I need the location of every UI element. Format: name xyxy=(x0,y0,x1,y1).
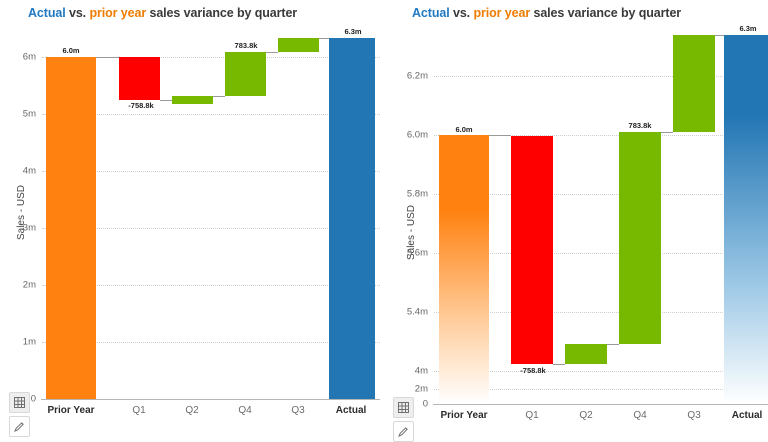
x-axis-label-prior-year: Prior Year xyxy=(47,405,95,416)
gridline xyxy=(434,194,768,195)
y-axis-tick: 5.6m xyxy=(406,247,428,259)
y-axis-tick: 4m xyxy=(22,165,36,177)
right-plot-area: 6.2m 6.0m 5.8m 5.6m 5.4m 4m 2m 0 6.0 xyxy=(384,0,768,440)
table-view-toggle[interactable] xyxy=(9,392,30,413)
y-axis-tick: 6.0m xyxy=(406,129,428,141)
right-chart-panel: Actual vs. prior year sales variance by … xyxy=(384,0,768,442)
gridline xyxy=(434,371,768,372)
left-plot-area: 6m 5m 4m 3m 2m 1m 0 6.0m -758.8k xyxy=(0,0,384,440)
x-axis-label-prior-year: Prior Year xyxy=(440,410,488,421)
gridline xyxy=(42,171,380,172)
x-axis-baseline xyxy=(41,399,380,400)
x-axis-label-q3: Q3 xyxy=(291,405,305,416)
bar-q3[interactable] xyxy=(673,35,715,132)
gridline xyxy=(434,389,768,390)
bar-q2[interactable] xyxy=(172,96,213,104)
x-axis-label-actual: Actual xyxy=(731,410,763,421)
title-segment-vs: vs. xyxy=(449,6,474,20)
x-axis-label-q1: Q1 xyxy=(525,410,539,421)
title-segment-prior-year: prior year xyxy=(473,6,531,20)
y-axis-tick: 0 xyxy=(30,393,36,405)
title-segment-rest: sales variance by quarter xyxy=(146,6,298,20)
y-axis-tick: 1m xyxy=(22,336,36,348)
title-segment-actual: Actual xyxy=(28,6,66,20)
waterfall-connector xyxy=(319,38,329,39)
data-label-q1: -758.8k xyxy=(128,101,154,110)
y-axis-tick: 3m xyxy=(22,222,36,234)
left-chart-controls xyxy=(9,392,30,437)
x-axis-label-q2: Q2 xyxy=(579,410,593,421)
gridline xyxy=(42,57,380,58)
waterfall-connector xyxy=(160,100,172,101)
right-chart-title: Actual vs. prior year sales variance by … xyxy=(412,6,681,20)
title-segment-vs: vs. xyxy=(65,6,90,20)
pencil-icon xyxy=(398,426,409,437)
bar-actual[interactable] xyxy=(329,38,375,399)
bar-prior-year[interactable] xyxy=(46,57,96,399)
grid-icon xyxy=(14,397,25,408)
data-label-actual: 6.3m xyxy=(344,27,362,36)
pencil-icon xyxy=(14,421,25,432)
title-segment-prior-year: prior year xyxy=(89,6,147,20)
data-label-prior-year: 6.0m xyxy=(62,46,80,55)
title-segment-rest: sales variance by quarter xyxy=(530,6,682,20)
data-label-q4: 783.8k xyxy=(628,121,652,130)
gridline xyxy=(434,76,768,77)
x-axis-label-q4: Q4 xyxy=(633,410,647,421)
x-axis-label-actual: Actual xyxy=(335,405,367,416)
edit-toggle[interactable] xyxy=(9,416,30,437)
waterfall-connector xyxy=(715,35,724,36)
gridline xyxy=(42,342,380,343)
x-axis-label-q2: Q2 xyxy=(185,405,199,416)
data-label-q4: 783.8k xyxy=(234,41,258,50)
waterfall-connector xyxy=(213,96,225,97)
bar-prior-year[interactable] xyxy=(439,135,489,404)
y-axis-tick: 5.8m xyxy=(406,188,428,200)
waterfall-connector xyxy=(607,344,619,345)
y-axis-tick: 2m xyxy=(22,279,36,291)
bar-q3[interactable] xyxy=(278,38,319,52)
grid-icon xyxy=(398,402,409,413)
x-axis-baseline xyxy=(433,404,768,405)
bar-actual[interactable] xyxy=(724,35,768,404)
x-axis-label-q3: Q3 xyxy=(687,410,701,421)
edit-toggle[interactable] xyxy=(393,421,414,442)
waterfall-connector xyxy=(489,135,511,136)
y-axis-tick: 4m xyxy=(414,365,428,377)
y-axis-tick: 5.4m xyxy=(406,306,428,318)
left-chart-title: Actual vs. prior year sales variance by … xyxy=(28,6,297,20)
data-label-q1: -758.8k xyxy=(520,366,546,375)
gridline xyxy=(42,285,380,286)
waterfall-connector xyxy=(553,364,565,365)
right-chart-controls xyxy=(393,397,414,442)
gridline xyxy=(434,312,768,313)
gridline xyxy=(42,228,380,229)
y-axis-tick: 0 xyxy=(422,398,428,410)
gridline xyxy=(434,135,768,136)
bar-q2[interactable] xyxy=(565,344,607,364)
title-segment-actual: Actual xyxy=(412,6,450,20)
data-label-prior-year: 6.0m xyxy=(455,125,473,134)
bar-q1[interactable] xyxy=(511,136,553,364)
data-label-actual: 6.3m xyxy=(739,24,757,33)
waterfall-connector xyxy=(96,57,119,58)
bar-q1[interactable] xyxy=(119,57,160,100)
y-axis-tick: 2m xyxy=(414,383,428,395)
table-view-toggle[interactable] xyxy=(393,397,414,418)
bar-q4[interactable] xyxy=(225,52,266,96)
y-axis-tick: 5m xyxy=(22,108,36,120)
gridline xyxy=(434,253,768,254)
waterfall-connector xyxy=(266,52,278,53)
bar-q4[interactable] xyxy=(619,132,661,344)
x-axis-label-q1: Q1 xyxy=(132,405,146,416)
left-chart-panel: Actual vs. prior year sales variance by … xyxy=(0,0,384,440)
y-axis-tick: 6m xyxy=(22,51,36,63)
gridline xyxy=(42,114,380,115)
waterfall-connector xyxy=(661,132,673,133)
y-axis-tick: 6.2m xyxy=(406,70,428,82)
x-axis-label-q4: Q4 xyxy=(238,405,252,416)
